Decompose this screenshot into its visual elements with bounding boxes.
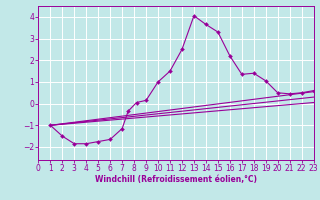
X-axis label: Windchill (Refroidissement éolien,°C): Windchill (Refroidissement éolien,°C): [95, 175, 257, 184]
